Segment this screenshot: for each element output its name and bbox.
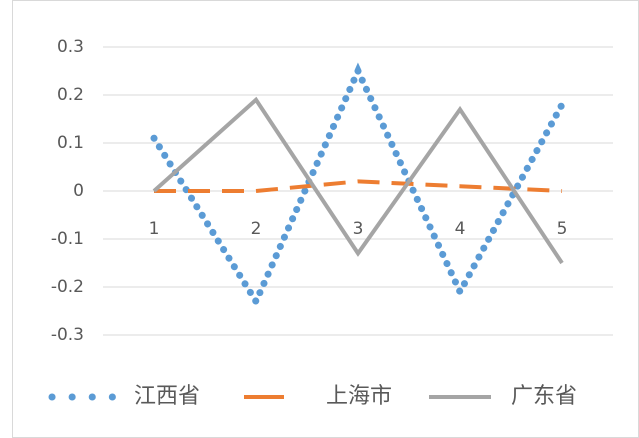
y-tick-label: -0.1 (51, 229, 84, 249)
legend-label: 江西省 (134, 384, 200, 409)
legend-label: 广东省 (511, 384, 577, 409)
chart-border (12, 0, 639, 438)
y-tick-label: -0.3 (51, 325, 84, 345)
y-tick-label: 0.2 (57, 85, 84, 105)
x-tick-label: 2 (251, 219, 262, 239)
series-line (154, 179, 563, 193)
y-tick-label: -0.2 (51, 277, 84, 297)
y-tick-label: 0.1 (57, 133, 84, 153)
y-tick-label: 0.3 (57, 37, 84, 57)
x-tick-label: 4 (455, 219, 466, 239)
x-tick-label: 3 (353, 219, 364, 239)
x-tick-label: 5 (557, 219, 568, 239)
series-line (152, 96, 564, 265)
legend-label: 上海市 (326, 384, 392, 409)
y-tick-label: 0 (73, 181, 84, 201)
series-line (150, 62, 566, 309)
x-tick-label: 1 (149, 219, 160, 239)
